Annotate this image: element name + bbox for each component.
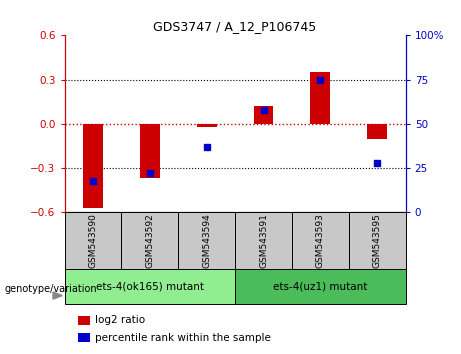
Text: percentile rank within the sample: percentile rank within the sample xyxy=(95,333,271,343)
Bar xyxy=(235,212,292,269)
Text: GSM543594: GSM543594 xyxy=(202,213,211,268)
Bar xyxy=(349,212,406,269)
Bar xyxy=(121,212,178,269)
Bar xyxy=(367,124,387,139)
Text: ets-4(uz1) mutant: ets-4(uz1) mutant xyxy=(273,282,367,292)
Text: GSM543590: GSM543590 xyxy=(89,213,97,268)
Bar xyxy=(65,212,121,269)
Text: GSM543591: GSM543591 xyxy=(259,213,268,268)
Text: GSM543592: GSM543592 xyxy=(145,213,154,268)
Bar xyxy=(310,72,331,124)
Text: GSM543595: GSM543595 xyxy=(373,213,382,268)
Text: GSM543593: GSM543593 xyxy=(316,213,325,268)
Bar xyxy=(178,212,235,269)
Bar xyxy=(197,124,217,127)
Bar xyxy=(292,212,349,269)
Bar xyxy=(254,106,273,124)
Bar xyxy=(235,269,406,304)
Text: log2 ratio: log2 ratio xyxy=(95,315,145,325)
Text: ets-4(ok165) mutant: ets-4(ok165) mutant xyxy=(96,282,204,292)
Bar xyxy=(65,269,235,304)
Bar xyxy=(140,124,160,178)
Bar xyxy=(83,124,103,208)
Title: GDS3747 / A_12_P106745: GDS3747 / A_12_P106745 xyxy=(154,20,317,33)
Text: genotype/variation: genotype/variation xyxy=(5,284,97,293)
Polygon shape xyxy=(53,292,62,299)
